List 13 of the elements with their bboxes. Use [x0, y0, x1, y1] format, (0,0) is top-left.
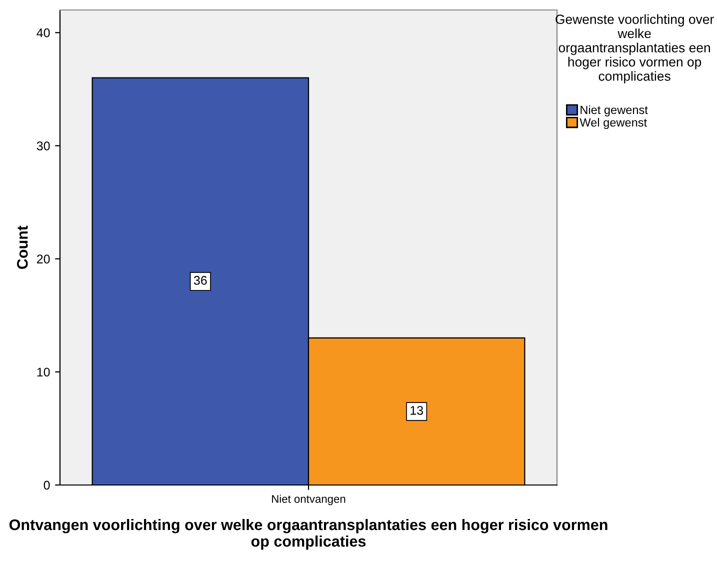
data-label: 13: [410, 406, 423, 415]
y-tick-label: 30: [36, 142, 50, 150]
y-axis-title: Count: [16, 226, 28, 269]
legend-title: Gewenste voorlichting over welke orgaantransplantaties een hoger risico vormen op complicaties: [556, 14, 714, 84]
y-tick-label: 40: [36, 28, 50, 38]
x-tick-label: Niet ontvangen: [272, 494, 346, 506]
y-tick-label: 10: [37, 368, 50, 377]
x-axis-title: Ontvangen voorlichting over welke orgaantransplantaties een hoger risico vormen op complicaties: [9, 518, 608, 550]
legend-label: Niet gewenst: [580, 105, 648, 116]
y-tick-label: 20: [37, 254, 50, 264]
y-tick-label: 0: [44, 480, 50, 490]
legend-label: Wel gewenst: [580, 118, 647, 129]
data-label: 36: [194, 276, 207, 285]
